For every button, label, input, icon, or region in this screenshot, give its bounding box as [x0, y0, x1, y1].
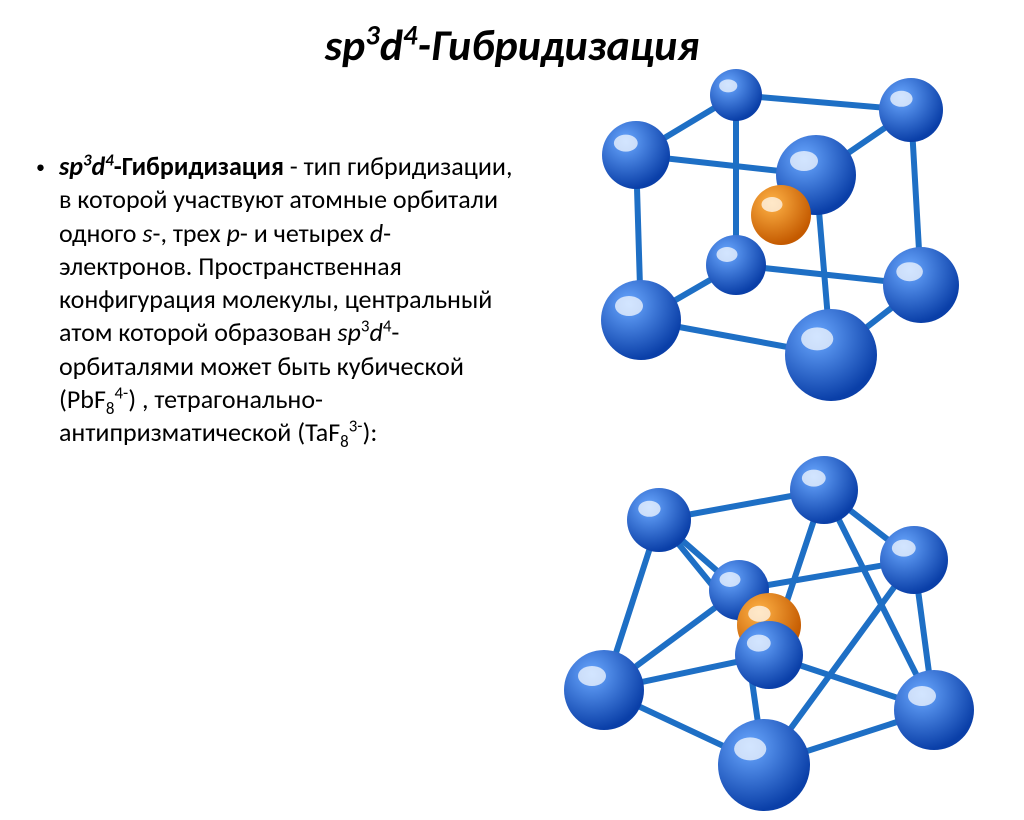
title-sp: sp — [325, 18, 366, 72]
content-row: • sp3d4-Гибридизация - тип гибридизации,… — [0, 90, 1024, 449]
bullet-dot-icon: • — [36, 156, 45, 179]
bullet-item: • sp3d4-Гибридизация - тип гибридизации,… — [24, 150, 524, 449]
title-d: d — [380, 18, 403, 72]
title-sup3: 3 — [365, 17, 380, 52]
antiprism-diagram — [514, 430, 984, 820]
text-column: • sp3d4-Гибридизация - тип гибридизации,… — [24, 90, 524, 449]
body-text: sp3d4-Гибридизация - тип гибридизации, в… — [59, 150, 524, 449]
diagram-column — [524, 90, 1000, 449]
title-sup4: 4 — [403, 17, 418, 52]
cube-diagram — [536, 60, 966, 420]
